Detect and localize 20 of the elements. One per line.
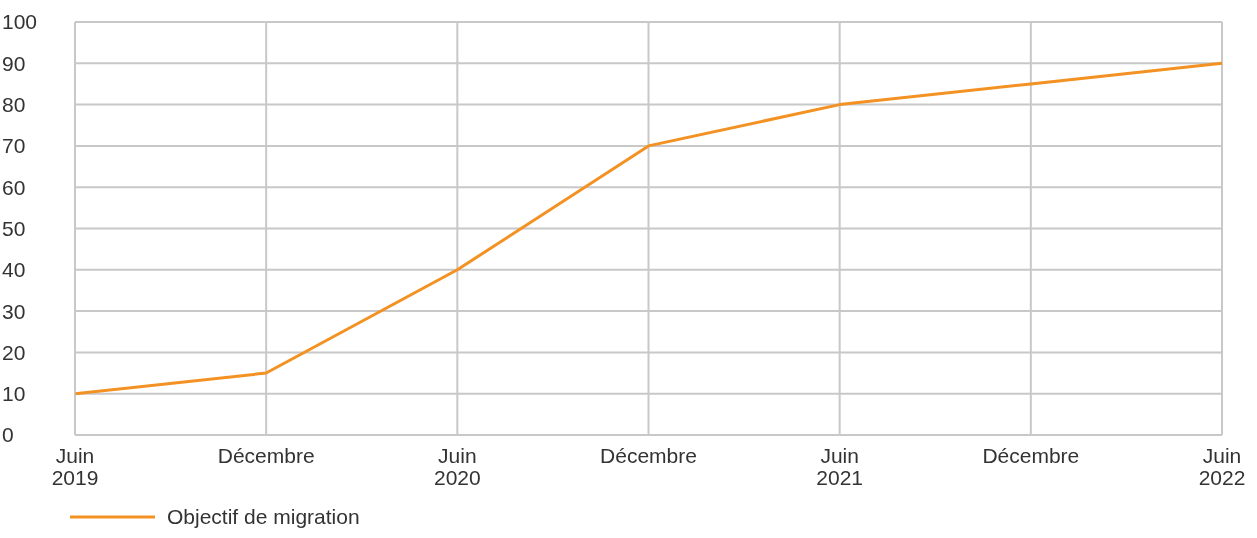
x-tick-label: Décembre — [600, 444, 697, 467]
x-tick-label: Juin 2019 — [51, 444, 99, 489]
y-tick-label: 20 — [2, 340, 26, 364]
legend-label: Objectif de migration — [167, 505, 360, 529]
y-tick-label: 50 — [2, 216, 26, 240]
y-tick-label: 0 — [2, 423, 14, 447]
y-tick-label: 100 — [2, 10, 38, 34]
y-tick-label: 90 — [2, 51, 26, 75]
x-tick-label: Juin 2022 — [1198, 444, 1246, 489]
y-tick-label: 60 — [2, 175, 26, 199]
line-series — [75, 61, 1222, 396]
y-tick-label: 10 — [2, 382, 26, 406]
x-tick-label: Juin 2020 — [433, 444, 481, 489]
y-tick-label: 30 — [2, 299, 26, 323]
x-tick-label: Décembre — [982, 444, 1080, 467]
x-tick-label: Décembre — [217, 444, 315, 467]
y-tick-label: 40 — [2, 258, 26, 282]
y-tick-label: 80 — [2, 93, 26, 117]
y-tick-label: 70 — [2, 134, 26, 158]
x-tick-label: Juin 2021 — [816, 444, 864, 489]
